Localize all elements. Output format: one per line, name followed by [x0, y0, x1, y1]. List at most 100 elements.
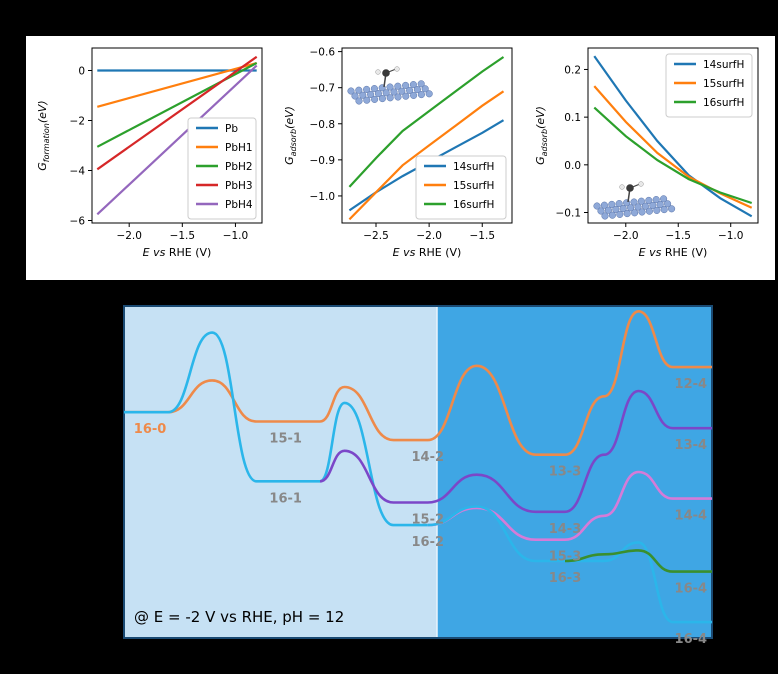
slab-atom	[637, 197, 645, 205]
slab-atom	[394, 93, 402, 101]
hydrogen-atom	[394, 66, 400, 72]
pathway-pathway-orange	[124, 309, 712, 456]
pathway-pathway-cyan2	[427, 505, 712, 624]
slab-atom	[413, 86, 421, 94]
x-tick-label: −2.0	[116, 230, 142, 242]
slab-atom	[409, 81, 417, 89]
slab-atom	[600, 201, 608, 209]
x-tick-label: −1.0	[718, 230, 744, 242]
hydrogen-atom	[638, 181, 644, 187]
level-label-16-0: 16-0	[134, 422, 167, 437]
slab-atom	[386, 83, 394, 91]
slab-atom	[649, 201, 657, 209]
y-tick-label: −0.7	[310, 83, 336, 95]
y-tick-label: −4	[70, 166, 86, 178]
slab-atom	[660, 195, 668, 203]
slab-atom	[347, 87, 355, 95]
slab-atom	[378, 95, 386, 103]
slab-atom	[623, 210, 631, 218]
slab-atom	[619, 205, 627, 213]
slab-atom	[363, 85, 371, 93]
slab-atom	[351, 92, 359, 100]
slab-atom	[402, 92, 410, 100]
level-label-16-4: 16-4	[675, 632, 708, 647]
series-line-14surfh	[593, 55, 753, 218]
y-tick-label: −1.0	[310, 191, 336, 203]
legend-label-pbh1: PbH1	[225, 142, 253, 154]
slab-atom	[660, 206, 668, 214]
adsorbate-atom	[382, 69, 390, 77]
slab-atom	[631, 209, 639, 217]
legend-label-15surfh: 15surfH	[703, 78, 744, 90]
slab-atom	[355, 86, 363, 94]
y-axis-label: Gadsorb(eV)	[534, 106, 549, 165]
level-label-15-2: 15-2	[412, 513, 445, 528]
slab-atom	[616, 210, 624, 218]
series-line-pbh4	[96, 64, 258, 216]
structure-illustration-a	[347, 66, 433, 105]
slab-atom	[601, 212, 609, 220]
axes-frame	[587, 47, 759, 224]
slab-atom	[398, 87, 406, 95]
slab-atom	[359, 91, 367, 99]
slab-atom	[608, 200, 616, 208]
series-line-15surfh	[348, 90, 505, 221]
slab-atom	[612, 205, 620, 213]
series-line-16surfh	[348, 56, 505, 188]
slab-atom	[597, 207, 605, 215]
slab-atom	[664, 200, 672, 208]
chart-adsorption-energy-a: −2.5 −2.0 −1.5 −0.6 −0.7 −0.8 −0.9 −1.0 E vs RHE…	[283, 47, 513, 259]
x-tick-label: −1.5	[665, 230, 691, 242]
series-line-pbh1	[97, 61, 257, 108]
y-tick-label: −6	[70, 216, 86, 228]
series-line-pbh2	[96, 62, 258, 148]
slab-atom	[627, 204, 635, 212]
x-tick-label: −2.5	[363, 230, 389, 242]
x-tick-label: −1.5	[470, 230, 496, 242]
legend-box	[187, 117, 257, 220]
x-axis-label: E vs RHE (V)	[639, 246, 708, 259]
hydrogen-atom	[619, 184, 625, 190]
legend-label-pb: Pb	[225, 123, 238, 135]
legend-label-14surfh: 14surfH	[703, 59, 744, 71]
x-tick-label: −1.0	[223, 230, 249, 242]
slab-atom	[645, 207, 653, 215]
structure-illustration-b	[593, 181, 676, 220]
pathway-pathway-violet	[427, 470, 712, 541]
slab-atom	[668, 205, 676, 213]
slab-atom	[417, 91, 425, 99]
level-label-15-1: 15-1	[269, 432, 302, 447]
y-tick-label: 0	[78, 66, 85, 78]
adsorbate-atom	[626, 184, 634, 192]
slab-atom	[367, 90, 375, 98]
y-tick-label: −0.8	[310, 119, 336, 131]
slab-atom	[394, 82, 402, 90]
x-tick-label: −1.5	[170, 230, 196, 242]
legend-label-16surfh: 16surfH	[453, 199, 494, 211]
series-line-15surfh	[593, 85, 753, 209]
level-label-16-1: 16-1	[269, 491, 302, 506]
y-tick-label: −2	[70, 116, 85, 128]
y-tick-label: −0.9	[310, 155, 336, 167]
x-tick-label: −2.0	[613, 230, 639, 242]
level-label-15-3: 15-3	[549, 550, 582, 565]
slab-atom	[374, 90, 382, 98]
slab-atom	[656, 201, 664, 209]
legend-label-pbh3: PbH3	[225, 180, 253, 192]
x-axis-label: E vs RHE (V)	[143, 246, 212, 259]
chart-energy-profile: 16-0 15-1 16-1 14-2 15-2 16-2 13-3 14-3 15-3 16-3…	[123, 305, 713, 647]
legend-label-pbh4: PbH4	[225, 199, 253, 211]
level-label-16-3: 16-3	[549, 571, 582, 586]
slab-atom	[382, 89, 390, 97]
level-label-13-3: 13-3	[549, 465, 582, 480]
level-label-14-4: 14-4	[675, 509, 708, 524]
slab-atom	[371, 95, 379, 103]
chart-adsorption-energy-b: −2.0 −1.5 −1.0 0.2 0.1 0.0 −0.1 E vs RHE (V) Gad…	[534, 47, 759, 259]
slab-atom	[355, 97, 363, 105]
level-label-16-4: 16-4	[675, 582, 708, 597]
slab-atom	[630, 198, 638, 206]
y-axis-label: Gadsorb(eV)	[283, 106, 298, 165]
slab-atom	[638, 208, 646, 216]
slab-atom	[425, 90, 433, 98]
level-label-14-3: 14-3	[549, 522, 582, 537]
